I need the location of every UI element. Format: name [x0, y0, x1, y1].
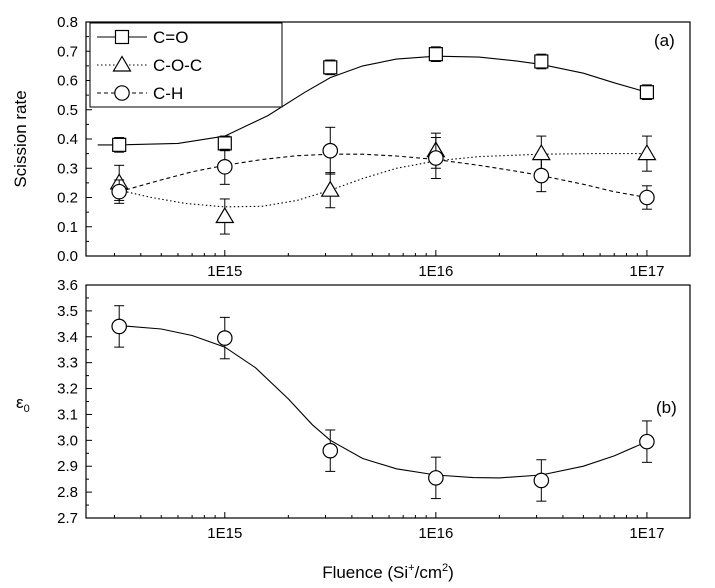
y-tick-label: 0.8 — [57, 14, 78, 31]
data-point — [533, 459, 550, 502]
data-point — [322, 429, 339, 472]
panel-a-label: (a) — [654, 31, 675, 50]
epsilon-symbol: ε — [16, 393, 24, 412]
marker-circle — [639, 433, 655, 450]
y-tick-label: 3.1 — [57, 406, 78, 423]
legend-marker-square — [114, 29, 130, 45]
marker-circle — [428, 150, 444, 166]
y-tick-label: 0.0 — [57, 248, 78, 265]
data-point — [428, 46, 443, 62]
y-tick-label: 3.2 — [57, 381, 78, 398]
x-tick-label: 1E15 — [207, 525, 242, 542]
y-tick-label: 0.2 — [57, 190, 78, 207]
data-point — [428, 456, 444, 500]
data-point — [111, 179, 127, 204]
data-point — [216, 148, 233, 185]
fit-curve-c-o-c — [119, 153, 647, 208]
marker-triangle — [320, 180, 340, 197]
y-tick-label: 0.6 — [57, 73, 78, 90]
data-point — [215, 198, 235, 235]
legend-label: C-H — [153, 84, 183, 103]
marker-circle — [533, 472, 550, 489]
fit-curve-c-h — [119, 153, 647, 199]
marker-circle — [216, 158, 233, 175]
marker-circle — [428, 470, 444, 486]
marker-circle — [639, 189, 655, 206]
panel-b: 2.7 2.8 2.9 3.0 3.1 3.2 3.3 3.4 3.5 3.6 1E15 1E16 1E… — [16, 277, 691, 582]
y-tick-label: 2.7 — [57, 510, 78, 527]
data-point — [639, 84, 655, 101]
data-point — [322, 126, 339, 175]
panel-b-frame — [85, 284, 691, 519]
legend-marker-circle — [114, 85, 130, 101]
data-point — [533, 158, 550, 193]
marker-circle — [322, 142, 339, 159]
legend: C=O C-O-C C-H — [89, 22, 283, 108]
y-tick-label: 3.5 — [57, 303, 78, 320]
marker-circle — [533, 167, 550, 184]
data-point — [320, 172, 340, 209]
legend-label: C-O-C — [153, 56, 202, 75]
panel-b-y-axis-title: ε0 — [16, 393, 30, 415]
panel-a-y-axis-title: Scission rate — [11, 90, 30, 187]
marker-circle — [111, 318, 127, 335]
data-point — [428, 137, 444, 179]
x-tick-label: 1E17 — [629, 263, 664, 280]
data-point — [323, 59, 338, 76]
marker-triangle — [637, 143, 657, 161]
marker-circle — [111, 183, 127, 200]
data-point — [534, 53, 549, 70]
legend-label: C=O — [153, 28, 188, 47]
data-point — [639, 420, 655, 463]
y-tick-label: 0.5 — [57, 102, 78, 119]
legend-marker-triangle — [112, 55, 132, 72]
data-point — [637, 135, 657, 172]
fit-curve-c-o — [97, 55, 648, 146]
data-point — [112, 137, 127, 153]
epsilon-subscript: 0 — [24, 403, 30, 415]
x-tick-label: 1E15 — [207, 263, 242, 280]
x-tick-label: 1E16 — [418, 525, 453, 542]
marker-circle — [322, 442, 339, 459]
marker-square — [323, 60, 338, 75]
marker-triangle — [215, 206, 235, 224]
data-point — [639, 185, 655, 210]
y-tick-label: 3.4 — [57, 329, 78, 346]
x-axis-title: Fluence (Si+/cm2) — [322, 562, 454, 582]
marker-triangle — [531, 143, 551, 161]
y-tick-label: 3.3 — [57, 355, 78, 372]
panel-b-label: (b) — [656, 398, 677, 417]
marker-square — [217, 136, 232, 151]
x-tick-label: 1E16 — [418, 263, 453, 280]
marker-square — [639, 85, 655, 100]
y-tick-label: 0.4 — [57, 131, 78, 148]
marker-circle — [216, 330, 233, 346]
marker-square — [534, 54, 549, 69]
data-point — [217, 135, 232, 152]
y-tick-label: 2.8 — [57, 484, 78, 501]
x-tick-label: 1E17 — [629, 525, 664, 542]
y-tick-label: 0.1 — [57, 219, 78, 236]
y-tick-label: 2.9 — [57, 458, 78, 475]
y-tick-label: 0.3 — [57, 160, 78, 177]
fit-curve-panel-b — [119, 325, 648, 479]
marker-square — [428, 47, 443, 62]
data-point — [216, 316, 233, 360]
y-tick-label: 3.6 — [57, 277, 78, 294]
y-tick-label: 3.0 — [57, 432, 78, 449]
y-tick-label: 0.7 — [57, 43, 78, 60]
data-point — [111, 305, 127, 348]
marker-square — [112, 137, 127, 152]
